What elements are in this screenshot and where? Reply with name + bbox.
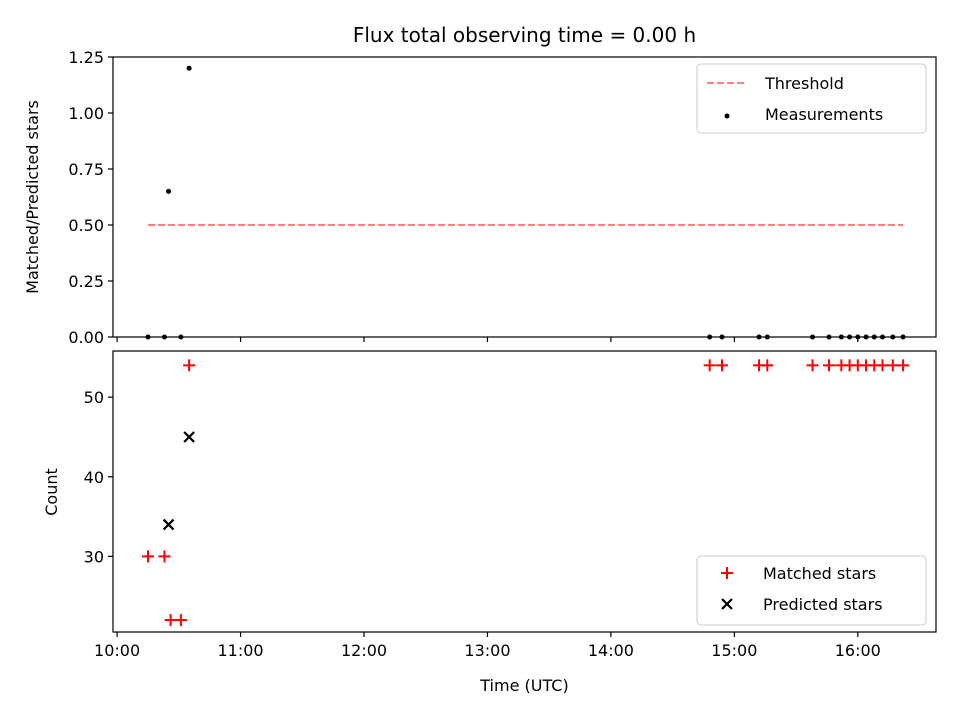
matched-star-point [174,614,187,627]
bottom-x-tick-label: 11:00 [218,641,264,660]
top-panel: 0.00 0.25 0.50 0.75 1.00 1.25 Matched/Predict… [23,48,937,347]
bottom-axes-frame [112,350,937,633]
legend-matched-swatch [721,567,733,579]
bottom-x-tick-label: 15:00 [711,641,757,660]
legend-predicted-label: Predicted stars [763,595,883,614]
top-y-tick-label: 1.25 [68,48,104,67]
bottom-y-axis-label: Count [42,468,61,516]
matched-star-point [823,359,836,372]
matched-star-point [158,550,171,563]
matched-star-point [886,359,899,372]
matched-star-point [141,550,154,563]
legend-threshold-label: Threshold [764,74,844,93]
bottom-x-tick-label: 13:00 [464,641,510,660]
bottom-y-tick-label: 50 [84,388,104,407]
matched-star-point [716,359,729,372]
top-y-tick-label: 0.00 [68,328,104,347]
bottom-legend-box [696,555,927,626]
top-y-tick-label: 1.00 [68,104,104,123]
bottom-x-tick-label: 12:00 [341,641,387,660]
top-axes-ticks: 0.00 0.25 0.50 0.75 1.00 1.25 [68,48,859,347]
top-y-axis-label: Matched/Predicted stars [23,100,42,294]
bottom-x-tick-label: 14:00 [588,641,634,660]
top-axes-frame [112,56,937,338]
legend-measurements-label: Measurements [765,105,883,124]
chart-title: Flux total observing time = 0.00 h [353,23,696,47]
matched-star-point [703,359,716,372]
legend-matched-label: Matched stars [763,564,876,583]
matched-star-point [806,359,819,372]
measurement-point [166,188,172,194]
top-y-tick-label: 0.25 [68,272,104,291]
bottom-y-tick-label: 40 [84,468,104,487]
bottom-plot-content [141,359,910,627]
bottom-panel: 30 40 50 10:00 11:00 12:00 13:00 14:00 15:00 16:0… [42,350,937,695]
measurement-point [186,65,192,71]
legend-measurements-swatch [724,113,730,119]
x-axis-label: Time (UTC) [479,676,568,695]
predicted-star-point [162,518,175,531]
bottom-legend: Matched stars Predicted stars [696,555,927,626]
legend-x-marker [721,598,733,610]
top-y-tick-label: 0.50 [68,216,104,235]
matched-star-point [876,359,889,372]
bottom-x-tick-label: 10:00 [94,641,140,660]
top-legend-box [696,63,927,134]
matched-star-point [761,359,774,372]
top-legend: Threshold Measurements [696,63,927,134]
legend-plus-marker [721,567,733,579]
top-y-tick-label: 0.75 [68,160,104,179]
bottom-x-tick-label: 16:00 [835,641,881,660]
bottom-y-tick-label: 30 [84,547,104,566]
matched-star-point [164,614,177,627]
matched-star-point [183,359,196,372]
matched-star-point [897,359,910,372]
predicted-star-point [183,431,195,443]
legend-predicted-swatch [721,598,733,610]
bottom-axes-ticks: 30 40 50 10:00 11:00 12:00 13:00 14:00 15:00 16:0… [84,388,881,660]
